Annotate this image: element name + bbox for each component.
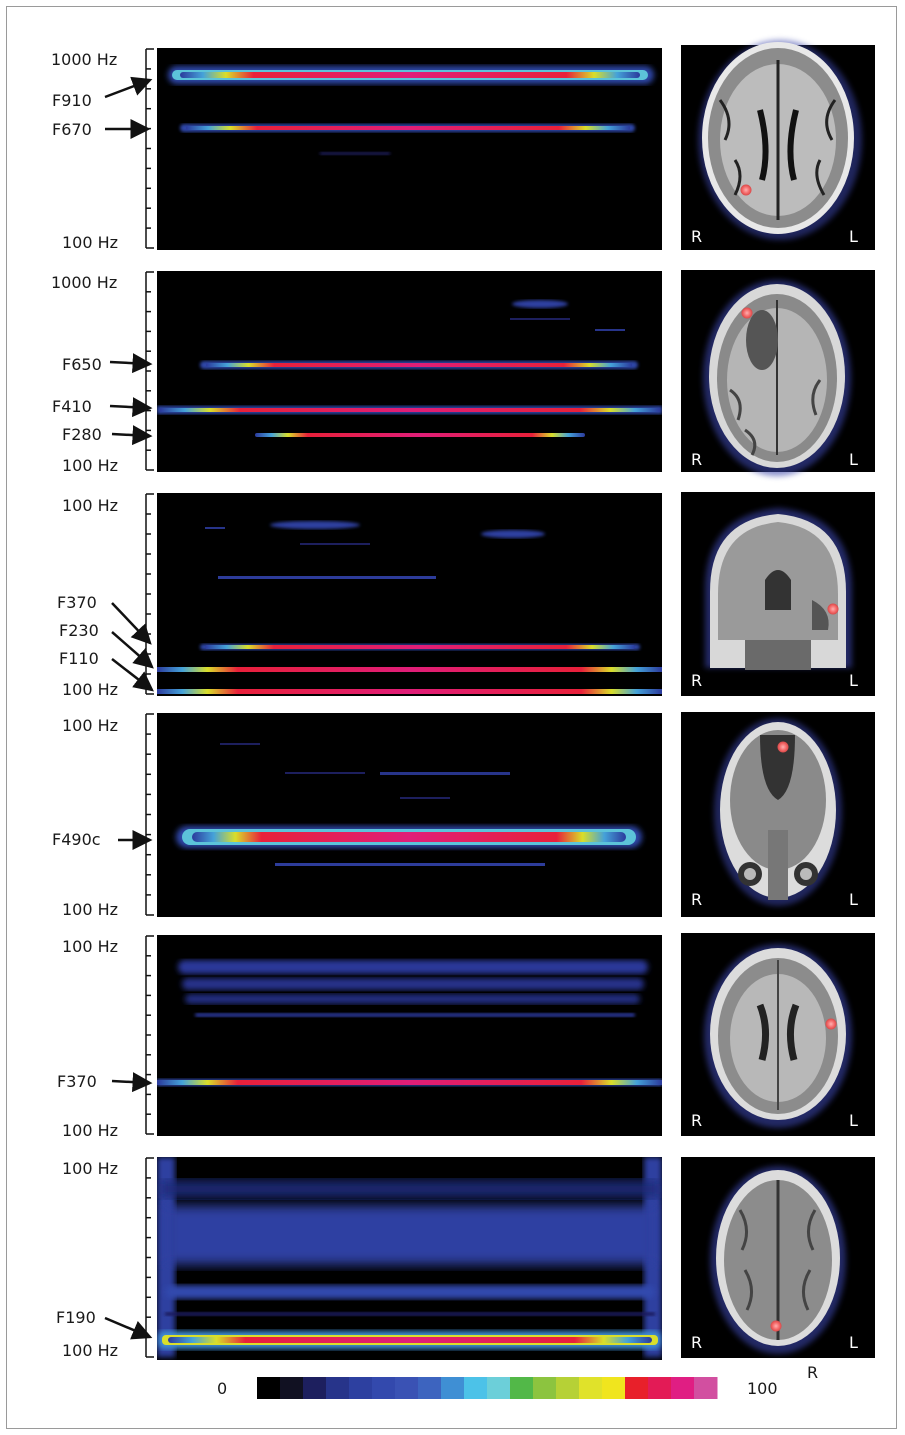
annotation-label: F190 [56,1308,96,1327]
panel-4-axis-bottom: 100 Hz [62,900,119,919]
colorbar-swatch [280,1377,304,1399]
colorbar-max-label: 100 [747,1379,778,1398]
colorbar-swatch [625,1377,649,1399]
panel-5-axis-bottom: 100 Hz [62,1121,119,1140]
mri-1-right-label: L [849,227,858,246]
panel-3-axis-bottom: 100 Hz [62,680,119,699]
mri-6 [681,1157,875,1358]
panel-4-axis-top: 100 Hz [62,716,119,735]
annotation-label: F650 [62,355,102,374]
mri-4 [681,712,875,917]
colorbar-swatch [510,1377,534,1399]
mri-5-left-label: R [691,1111,703,1130]
colorbar-swatch [487,1377,511,1399]
annotation-label: F110 [59,649,99,668]
annotation-label: F370 [57,593,97,612]
mri-2-left-label: R [691,450,703,469]
colorbar-swatch [257,1377,281,1399]
annotation-label: F670 [52,120,92,139]
mri-2 [681,270,875,476]
annotation-label: F410 [52,397,92,416]
colorbar-swatch [556,1377,580,1399]
annotation-label: F280 [62,425,102,444]
mri-5 [681,933,875,1136]
spectrogram-3 [157,493,662,696]
colorbar-swatch [464,1377,488,1399]
spectrogram-6 [157,1157,662,1360]
panel-6-axis-bottom: 100 Hz [62,1341,119,1360]
colorbar-swatch [579,1377,603,1399]
spectrogram-5 [157,935,662,1136]
corner-label: R [807,1363,819,1382]
spectrogram-1 [157,48,662,250]
panel-3-axis-top: 100 Hz [62,496,119,515]
mri-3-right-label: L [849,671,858,690]
colorbar-swatch [418,1377,442,1399]
colorbar-swatch [648,1377,672,1399]
panel-2-axis-top: 1000 Hz [51,273,118,292]
mri-1 [681,40,875,250]
colorbar-swatch [694,1377,718,1399]
spectrogram-2 [157,271,662,472]
mri-3-left-label: R [691,671,703,690]
colorbar-swatch [326,1377,350,1399]
mri-6-left-label: R [691,1333,703,1352]
colorbar [257,1377,718,1399]
spectrogram-4 [157,713,662,917]
mri-3 [681,492,875,696]
colorbar-min-label: 0 [217,1379,228,1398]
panel-5-axis-top: 100 Hz [62,937,119,956]
colorbar-swatch [533,1377,557,1399]
colorbar-swatch [372,1377,396,1399]
colorbar-swatch [602,1377,626,1399]
annotation-label: F490c [52,830,101,849]
mri-5-right-label: L [849,1111,858,1130]
annotation-arrows [104,76,154,1340]
annotation-label: F230 [59,621,99,640]
panel-6-axis-top: 100 Hz [62,1159,119,1178]
colorbar-swatch [671,1377,695,1399]
colorbar-swatch [395,1377,419,1399]
colorbar-swatch [303,1377,327,1399]
mri-4-left-label: R [691,890,703,909]
mri-1-left-label: R [691,227,703,246]
colorbar-swatch [349,1377,373,1399]
mri-2-right-label: L [849,450,858,469]
axes [145,48,154,1358]
panel-1-axis-bottom: 100 Hz [62,233,119,252]
colorbar-swatch [441,1377,465,1399]
annotation-label: F370 [57,1072,97,1091]
panel-2-axis-bottom: 100 Hz [62,456,119,475]
annotation-label: F910 [52,91,92,110]
mri-6-right-label: L [849,1333,858,1352]
mri-4-right-label: L [849,890,858,909]
panel-1-axis-top: 1000 Hz [51,50,118,69]
